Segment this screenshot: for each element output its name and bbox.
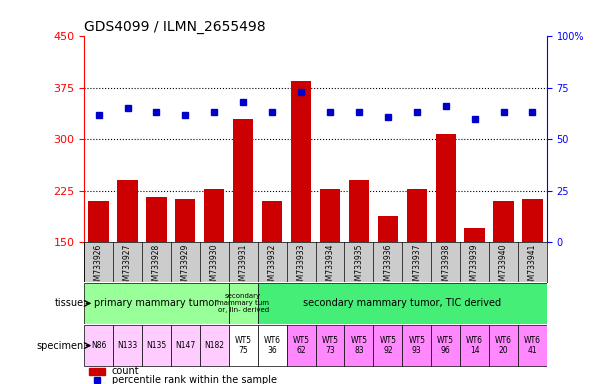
Bar: [204, 189, 224, 242]
Bar: [146, 197, 166, 242]
Bar: [258, 283, 547, 324]
Bar: [349, 180, 369, 242]
Bar: [117, 180, 138, 242]
Text: N135: N135: [146, 341, 166, 350]
Text: WT6
14: WT6 14: [466, 336, 483, 355]
Text: WT5
92: WT5 92: [379, 336, 396, 355]
Text: WT5
75: WT5 75: [235, 336, 252, 355]
Bar: [88, 201, 109, 242]
Text: GSM733935: GSM733935: [355, 244, 364, 290]
Bar: [229, 325, 258, 366]
Text: GSM733932: GSM733932: [267, 244, 276, 290]
Text: N182: N182: [204, 341, 224, 350]
Text: GSM733926: GSM733926: [94, 244, 103, 290]
Bar: [489, 325, 518, 366]
Bar: [432, 325, 460, 366]
Text: tissue: tissue: [55, 298, 84, 308]
Bar: [407, 189, 427, 242]
Bar: [229, 283, 258, 324]
Text: secondary
mammary tum
or, lin- derived: secondary mammary tum or, lin- derived: [217, 293, 269, 313]
Bar: [171, 325, 200, 366]
Bar: [89, 368, 105, 375]
Text: GSM733936: GSM733936: [383, 244, 392, 290]
Text: WT6
36: WT6 36: [264, 336, 281, 355]
Bar: [262, 201, 282, 242]
Text: GSM733927: GSM733927: [123, 244, 132, 290]
Bar: [84, 325, 113, 366]
Bar: [113, 325, 142, 366]
Text: GSM733941: GSM733941: [528, 244, 537, 290]
Text: GDS4099 / ILMN_2655498: GDS4099 / ILMN_2655498: [84, 20, 266, 34]
Bar: [465, 228, 485, 242]
Text: GSM733940: GSM733940: [499, 244, 508, 290]
Text: GSM733933: GSM733933: [296, 244, 305, 290]
Bar: [142, 325, 171, 366]
Text: N86: N86: [91, 341, 106, 350]
Bar: [320, 189, 340, 242]
Text: percentile rank within the sample: percentile rank within the sample: [112, 375, 277, 384]
Text: WT6
20: WT6 20: [495, 336, 512, 355]
Text: WT5
96: WT5 96: [437, 336, 454, 355]
Bar: [258, 325, 287, 366]
Text: primary mammary tumor: primary mammary tumor: [94, 298, 219, 308]
Text: N147: N147: [175, 341, 195, 350]
Text: WT6
41: WT6 41: [524, 336, 541, 355]
Text: WT5
62: WT5 62: [293, 336, 310, 355]
Text: GSM733931: GSM733931: [239, 244, 248, 290]
Bar: [200, 325, 229, 366]
Text: WT5
83: WT5 83: [350, 336, 367, 355]
Text: N133: N133: [117, 341, 138, 350]
Bar: [233, 119, 254, 242]
Bar: [287, 325, 316, 366]
Bar: [460, 325, 489, 366]
Bar: [436, 134, 456, 242]
Text: GSM733928: GSM733928: [152, 244, 161, 290]
Bar: [316, 325, 344, 366]
Text: WT5
73: WT5 73: [322, 336, 338, 355]
Text: GSM733934: GSM733934: [326, 244, 335, 290]
Bar: [84, 283, 229, 324]
Text: GSM733938: GSM733938: [441, 244, 450, 290]
Bar: [402, 325, 432, 366]
Bar: [291, 81, 311, 242]
Text: GSM733930: GSM733930: [210, 244, 219, 290]
Bar: [522, 199, 543, 242]
Text: secondary mammary tumor, TIC derived: secondary mammary tumor, TIC derived: [304, 298, 501, 308]
Bar: [377, 216, 398, 242]
Text: count: count: [112, 366, 139, 376]
Text: specimen: specimen: [36, 341, 84, 351]
Bar: [518, 325, 547, 366]
Bar: [175, 199, 195, 242]
Bar: [493, 201, 514, 242]
Text: GSM733939: GSM733939: [470, 244, 479, 290]
Text: WT5
93: WT5 93: [408, 336, 426, 355]
Bar: [373, 325, 402, 366]
Text: GSM733929: GSM733929: [181, 244, 190, 290]
Text: GSM733937: GSM733937: [412, 244, 421, 290]
Bar: [344, 325, 373, 366]
